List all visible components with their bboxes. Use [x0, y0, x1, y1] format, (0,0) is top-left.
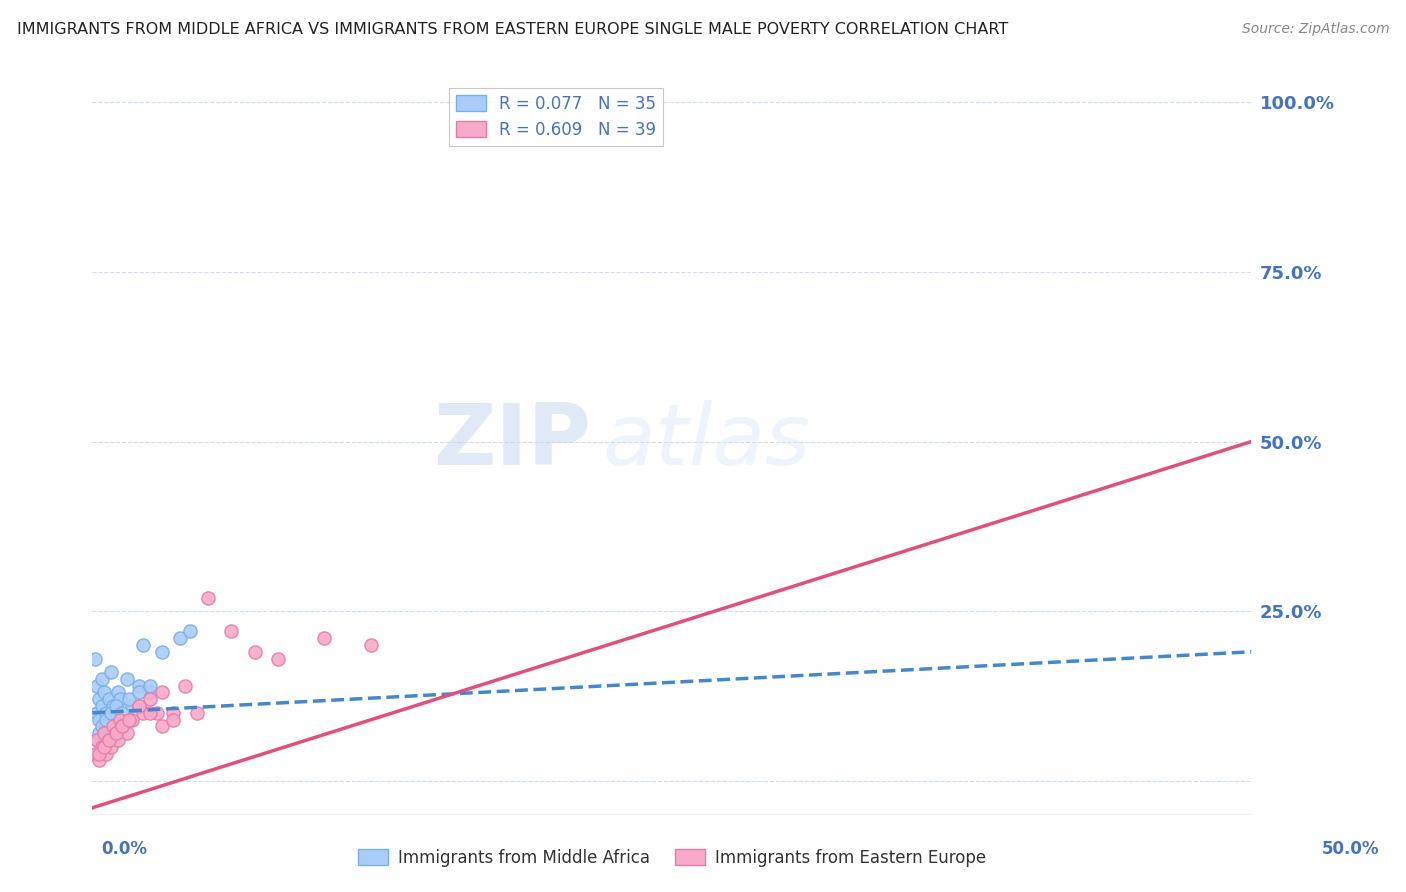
Point: [104, 726, 127, 740]
Point: [221, 624, 243, 639]
Point: [86, 733, 108, 747]
Point: [89, 726, 111, 740]
Point: [128, 685, 150, 699]
Point: [146, 706, 169, 720]
Point: [93, 739, 115, 754]
Point: [100, 713, 122, 727]
Point: [121, 713, 143, 727]
Point: [108, 713, 131, 727]
Text: 0.0%: 0.0%: [101, 840, 148, 858]
Text: 50.0%: 50.0%: [1322, 840, 1379, 858]
Point: [186, 706, 208, 720]
Point: [89, 713, 111, 727]
Point: [118, 692, 141, 706]
Point: [108, 692, 131, 706]
Point: [128, 679, 150, 693]
Point: [243, 645, 266, 659]
Point: [90, 739, 112, 754]
Point: [150, 685, 173, 699]
Point: [89, 747, 111, 761]
Point: [104, 726, 127, 740]
Point: [83, 651, 105, 665]
Point: [174, 679, 197, 693]
Text: ZIP: ZIP: [433, 400, 591, 483]
Point: [93, 685, 115, 699]
Text: IMMIGRANTS FROM MIDDLE AFRICA VS IMMIGRANTS FROM EASTERN EUROPE SINGLE MALE POVE: IMMIGRANTS FROM MIDDLE AFRICA VS IMMIGRA…: [17, 22, 1008, 37]
Text: Source: ZipAtlas.com: Source: ZipAtlas.com: [1241, 22, 1389, 37]
Point: [100, 739, 122, 754]
Point: [107, 685, 129, 699]
Text: atlas: atlas: [602, 400, 810, 483]
Point: [86, 679, 108, 693]
Y-axis label: Single Male Poverty: Single Male Poverty: [0, 366, 7, 517]
Point: [97, 733, 120, 747]
Point: [97, 692, 120, 706]
Point: [267, 651, 290, 665]
Point: [139, 706, 162, 720]
Point: [139, 685, 162, 699]
Point: [107, 733, 129, 747]
Point: [90, 699, 112, 714]
Point: [104, 706, 127, 720]
Point: [89, 692, 111, 706]
Point: [197, 591, 219, 605]
Point: [150, 645, 173, 659]
Point: [96, 713, 118, 727]
Point: [132, 706, 155, 720]
Point: [132, 638, 155, 652]
Point: [89, 753, 111, 767]
Legend: R = 0.077   N = 35, R = 0.609   N = 39: R = 0.077 N = 35, R = 0.609 N = 39: [449, 88, 662, 145]
Point: [128, 699, 150, 714]
Point: [96, 706, 118, 720]
Point: [139, 679, 162, 693]
Point: [100, 665, 122, 680]
Point: [86, 706, 108, 720]
Point: [121, 699, 143, 714]
Point: [150, 719, 173, 733]
Point: [115, 726, 138, 740]
Point: [96, 747, 118, 761]
Point: [103, 699, 125, 714]
Point: [162, 706, 184, 720]
Point: [162, 713, 184, 727]
Point: [90, 672, 112, 686]
Point: [111, 719, 134, 733]
Point: [115, 672, 138, 686]
Point: [111, 706, 134, 720]
Point: [104, 699, 127, 714]
Point: [97, 733, 120, 747]
Point: [86, 733, 108, 747]
Point: [360, 638, 382, 652]
Point: [118, 713, 141, 727]
Point: [179, 624, 201, 639]
Point: [93, 726, 115, 740]
Point: [93, 719, 115, 733]
Point: [128, 699, 150, 714]
Point: [83, 747, 105, 761]
Point: [314, 631, 336, 645]
Point: [100, 706, 122, 720]
Point: [169, 631, 191, 645]
Point: [103, 719, 125, 733]
Point: [90, 719, 112, 733]
Point: [139, 692, 162, 706]
Point: [111, 719, 134, 733]
